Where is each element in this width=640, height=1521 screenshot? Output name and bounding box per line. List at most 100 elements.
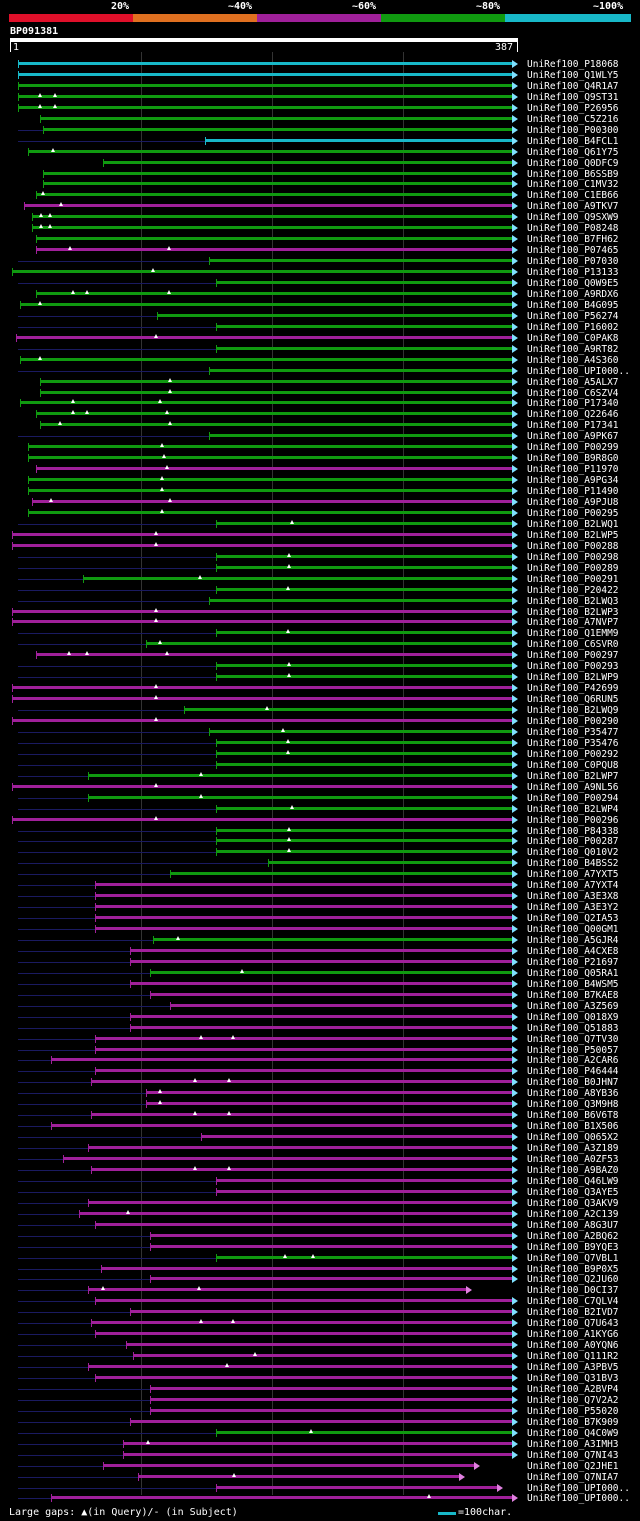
hit-bar[interactable] (83, 577, 513, 580)
hit-row[interactable]: UniRef100_P08248 (0, 223, 640, 234)
hit-bar[interactable] (32, 500, 513, 503)
hit-bar[interactable] (216, 675, 513, 678)
hit-bar[interactable] (216, 829, 513, 832)
hit-label[interactable]: UniRef100_P13133 (527, 267, 619, 278)
hit-label[interactable]: UniRef100_Q00GM1 (527, 924, 619, 935)
hit-bar[interactable] (12, 270, 513, 273)
hit-bar[interactable] (138, 1475, 460, 1478)
hit-label[interactable]: UniRef100_P00288 (527, 541, 619, 552)
hit-row[interactable]: UniRef100_Q61Y75 (0, 147, 640, 158)
hit-bar[interactable] (130, 982, 513, 985)
hit-row[interactable]: UniRef100_A4CXE8 (0, 946, 640, 957)
hit-row[interactable]: UniRef100_B2LWP7 (0, 771, 640, 782)
hit-label[interactable]: UniRef100_Q1EMM9 (527, 628, 619, 639)
hit-row[interactable]: UniRef100_A7YXT4 (0, 880, 640, 891)
hit-bar[interactable] (36, 653, 513, 656)
hit-label[interactable]: UniRef100_P00299 (527, 442, 619, 453)
hit-bar[interactable] (153, 938, 513, 941)
hit-row[interactable]: UniRef100_C1MV32 (0, 179, 640, 190)
hit-row[interactable]: UniRef100_A3E3X8 (0, 891, 640, 902)
hit-label[interactable]: UniRef100_P00287 (527, 836, 619, 847)
hit-bar[interactable] (20, 401, 513, 404)
hit-label[interactable]: UniRef100_Q9ST31 (527, 92, 619, 103)
hit-row[interactable]: UniRef100_Q9SXW9 (0, 212, 640, 223)
hit-bar[interactable] (95, 905, 513, 908)
hit-row[interactable]: UniRef100_B4BSS2 (0, 858, 640, 869)
hit-label[interactable]: UniRef100_P16002 (527, 322, 619, 333)
hit-label[interactable]: UniRef100_B6SSB9 (527, 169, 619, 180)
hit-label[interactable]: UniRef100_B9R8G0 (527, 453, 619, 464)
hit-label[interactable]: UniRef100_P18068 (527, 59, 619, 70)
hit-label[interactable]: UniRef100_Q7TV30 (527, 1034, 619, 1045)
hit-label[interactable]: UniRef100_P00291 (527, 574, 619, 585)
hit-row[interactable]: UniRef100_P00291 (0, 574, 640, 585)
hit-label[interactable]: UniRef100_P56274 (527, 311, 619, 322)
hit-bar[interactable] (63, 1157, 513, 1160)
hit-row[interactable]: UniRef100_UPI000.. (0, 1493, 640, 1504)
hit-label[interactable]: UniRef100_B2LWQ1 (527, 519, 619, 530)
hit-label[interactable]: UniRef100_Q6RUN5 (527, 694, 619, 705)
hit-bar[interactable] (20, 358, 513, 361)
hit-label[interactable]: UniRef100_Q61Y75 (527, 147, 619, 158)
hit-label[interactable]: UniRef100_B7KAE8 (527, 990, 619, 1001)
hit-row[interactable]: UniRef100_P00298 (0, 552, 640, 563)
hit-row[interactable]: UniRef100_P00299 (0, 442, 640, 453)
hit-bar[interactable] (36, 292, 513, 295)
hit-row[interactable]: UniRef100_P07030 (0, 256, 640, 267)
hit-bar[interactable] (28, 445, 513, 448)
hit-row[interactable]: UniRef100_A4S360 (0, 355, 640, 366)
hit-label[interactable]: UniRef100_A5ALX7 (527, 377, 619, 388)
hit-row[interactable]: UniRef100_P00295 (0, 508, 640, 519)
hit-bar[interactable] (95, 1069, 513, 1072)
hit-bar[interactable] (24, 204, 513, 207)
hit-row[interactable]: UniRef100_P56274 (0, 311, 640, 322)
hit-bar[interactable] (88, 796, 513, 799)
hit-label[interactable]: UniRef100_B4BSS2 (527, 858, 619, 869)
hit-bar[interactable] (12, 610, 513, 613)
hit-row[interactable]: UniRef100_A7NVP7 (0, 617, 640, 628)
hit-row[interactable]: UniRef100_A3Z189 (0, 1143, 640, 1154)
hit-bar[interactable] (216, 807, 513, 810)
hit-bar[interactable] (216, 741, 513, 744)
hit-row[interactable]: UniRef100_P20422 (0, 585, 640, 596)
hit-label[interactable]: UniRef100_A9RT82 (527, 344, 619, 355)
hit-bar[interactable] (12, 533, 513, 536)
hit-row[interactable]: UniRef100_Q010V2 (0, 847, 640, 858)
hit-label[interactable]: UniRef100_P26956 (527, 103, 619, 114)
hit-bar[interactable] (32, 226, 513, 229)
hit-label[interactable]: UniRef100_B2LWP5 (527, 530, 619, 541)
hit-bar[interactable] (51, 1124, 513, 1127)
hit-label[interactable]: UniRef100_P07030 (527, 256, 619, 267)
hit-label[interactable]: UniRef100_P07465 (527, 245, 619, 256)
hit-bar[interactable] (12, 544, 513, 547)
hit-row[interactable]: UniRef100_A3IMH3 (0, 1439, 640, 1450)
hit-bar[interactable] (40, 423, 513, 426)
hit-bar[interactable] (101, 1267, 513, 1270)
hit-bar[interactable] (103, 1464, 475, 1467)
hit-row[interactable]: UniRef100_Q2IA53 (0, 913, 640, 924)
hit-row[interactable]: UniRef100_A0ZF53 (0, 1154, 640, 1165)
hit-label[interactable]: UniRef100_B2IVD7 (527, 1307, 619, 1318)
hit-row[interactable]: UniRef100_Q065X2 (0, 1132, 640, 1143)
hit-label[interactable]: UniRef100_A4CXE8 (527, 946, 619, 957)
hit-bar[interactable] (150, 1409, 513, 1412)
hit-row[interactable]: UniRef100_Q3M9H8 (0, 1099, 640, 1110)
hit-bar[interactable] (91, 1080, 513, 1083)
hit-row[interactable]: UniRef100_Q1EMM9 (0, 628, 640, 639)
hit-bar[interactable] (43, 128, 513, 131)
hit-bar[interactable] (201, 1135, 513, 1138)
hit-bar[interactable] (43, 182, 513, 185)
hit-bar[interactable] (28, 511, 513, 514)
hit-row[interactable]: UniRef100_A3E3Y2 (0, 902, 640, 913)
hit-label[interactable]: UniRef100_P55020 (527, 1406, 619, 1417)
hit-row[interactable]: UniRef100_B6SSB9 (0, 169, 640, 180)
hit-row[interactable]: UniRef100_Q7V2A2 (0, 1395, 640, 1406)
hit-label[interactable]: UniRef100_P00295 (527, 508, 619, 519)
hit-bar[interactable] (216, 763, 513, 766)
hit-row[interactable]: UniRef100_C0PAK8 (0, 333, 640, 344)
hit-row[interactable]: UniRef100_D0CI37 (0, 1285, 640, 1296)
hit-bar[interactable] (95, 916, 513, 919)
hit-bar[interactable] (95, 1223, 513, 1226)
hit-label[interactable]: UniRef100_B1X506 (527, 1121, 619, 1132)
hit-label[interactable]: UniRef100_P17340 (527, 398, 619, 409)
